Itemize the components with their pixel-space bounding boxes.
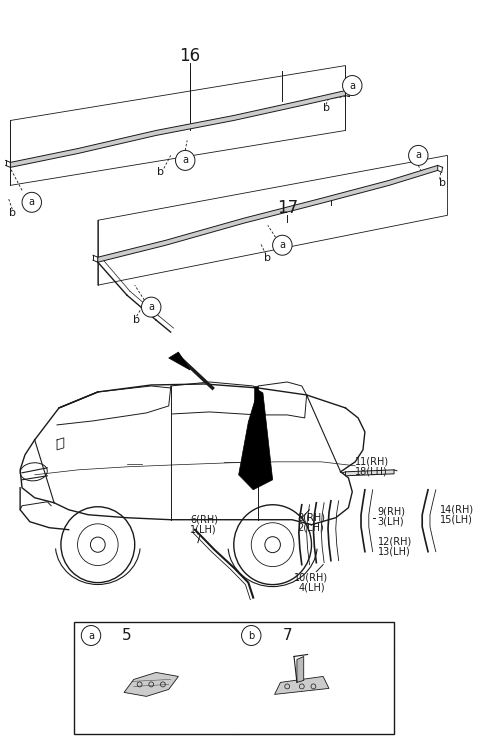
Text: b: b: [133, 315, 140, 325]
Text: 4(LH): 4(LH): [298, 583, 325, 593]
Text: 9(RH): 9(RH): [378, 507, 406, 516]
Text: 2(LH): 2(LH): [297, 523, 324, 533]
Text: a: a: [29, 198, 35, 207]
Text: b: b: [439, 178, 446, 189]
Circle shape: [343, 76, 362, 96]
Polygon shape: [168, 352, 190, 370]
Text: 16: 16: [180, 47, 201, 65]
Text: a: a: [279, 240, 285, 250]
Circle shape: [142, 297, 161, 317]
Circle shape: [81, 626, 101, 646]
Text: b: b: [157, 167, 165, 178]
Text: 14(RH): 14(RH): [440, 504, 474, 515]
Polygon shape: [98, 166, 438, 262]
Text: a: a: [182, 155, 188, 166]
Text: 15(LH): 15(LH): [440, 515, 473, 525]
Text: 3(LH): 3(LH): [378, 516, 404, 527]
Polygon shape: [275, 676, 329, 695]
Text: 5: 5: [122, 628, 132, 643]
Text: 12(RH): 12(RH): [378, 536, 412, 547]
Bar: [73, 622, 394, 734]
Circle shape: [22, 192, 41, 212]
Text: b: b: [264, 253, 271, 263]
Polygon shape: [346, 470, 394, 476]
Text: a: a: [349, 80, 355, 91]
Circle shape: [176, 150, 195, 170]
Text: b: b: [248, 631, 254, 640]
Text: 1(LH): 1(LH): [190, 525, 216, 535]
Text: a: a: [415, 150, 421, 160]
Text: 17: 17: [276, 199, 298, 217]
Polygon shape: [124, 672, 179, 696]
Text: 8(RH): 8(RH): [297, 513, 325, 523]
Circle shape: [408, 146, 428, 166]
Text: b: b: [9, 208, 16, 218]
Text: a: a: [148, 302, 154, 312]
Polygon shape: [11, 91, 346, 167]
Polygon shape: [254, 386, 258, 415]
Text: 11(RH): 11(RH): [355, 457, 389, 467]
Text: b: b: [323, 103, 330, 114]
Text: 10(RH): 10(RH): [294, 573, 328, 583]
Circle shape: [273, 236, 292, 255]
Text: 7: 7: [282, 628, 292, 643]
Circle shape: [241, 626, 261, 646]
Polygon shape: [11, 65, 346, 185]
Text: 18(LH): 18(LH): [355, 467, 388, 477]
Text: 6(RH): 6(RH): [190, 515, 218, 525]
Polygon shape: [297, 657, 304, 682]
Text: 13(LH): 13(LH): [378, 547, 410, 557]
Text: a: a: [88, 631, 94, 640]
Polygon shape: [239, 390, 273, 490]
Polygon shape: [98, 155, 447, 285]
